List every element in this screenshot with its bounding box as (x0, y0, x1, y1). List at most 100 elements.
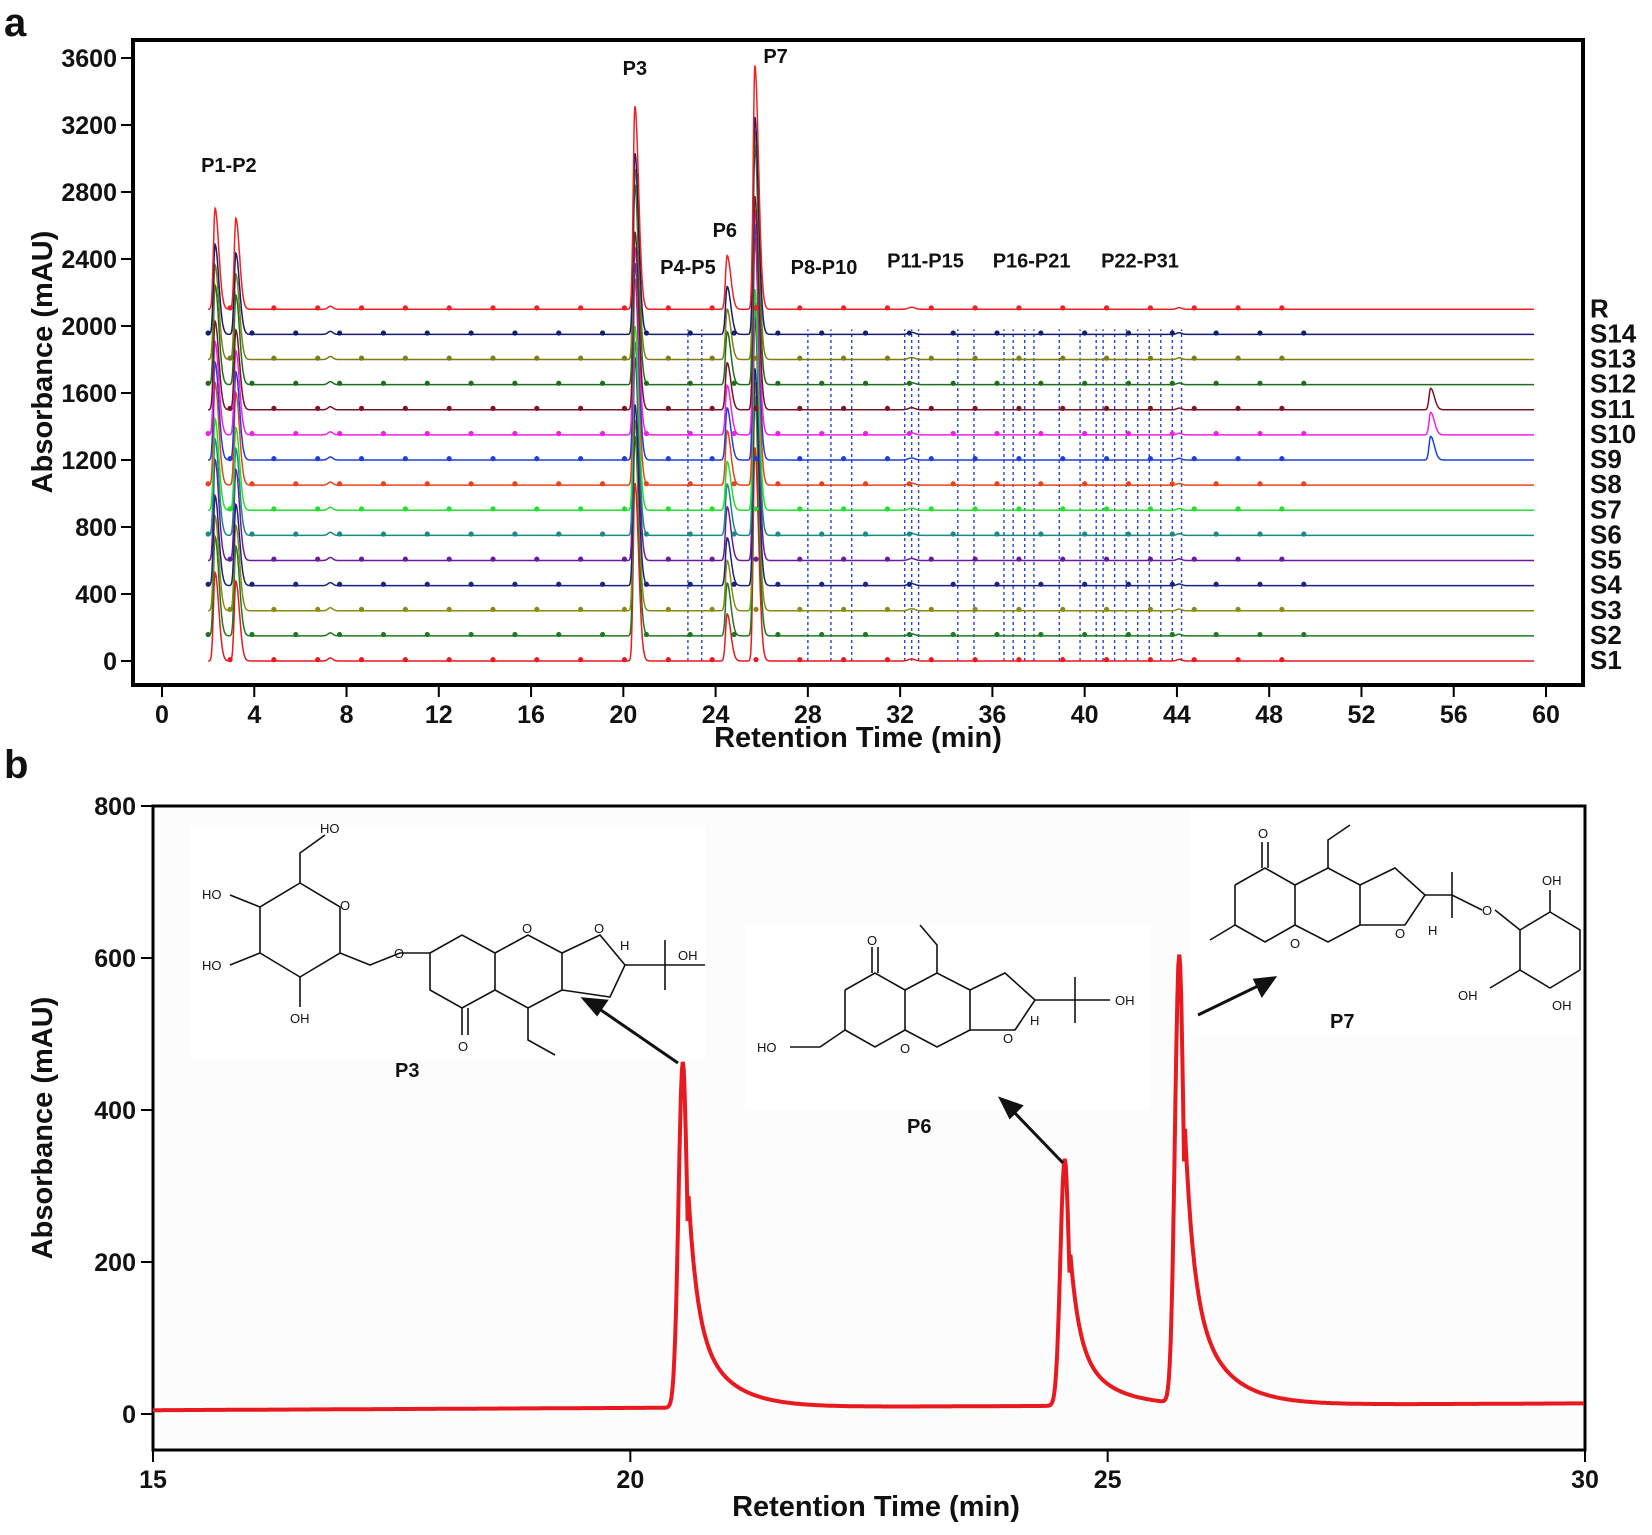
a-trace-marker (1257, 481, 1263, 487)
p3-label-o-link: O (394, 946, 404, 961)
a-trace-marker (797, 657, 803, 663)
a-trace-marker (950, 430, 956, 437)
a-trace-marker (578, 556, 584, 562)
p6-label-h: H (1030, 1013, 1039, 1028)
a-ytick-label: 800 (75, 514, 117, 542)
a-trace-marker (753, 556, 759, 562)
panel-a-xlabel: Retention Time (min) (714, 722, 1002, 754)
a-trace-marker (1082, 631, 1088, 638)
a-trace-marker (446, 556, 452, 562)
a-trace-marker (906, 330, 912, 336)
a-trace-marker (1169, 430, 1175, 437)
a-trace-marker (578, 355, 584, 361)
panel-b-frame (151, 804, 1587, 1452)
a-peak-label: P4-P5 (660, 257, 716, 279)
a-trace-marker (358, 355, 365, 361)
b-ytick-label: 800 (94, 793, 136, 821)
a-trace-marker (862, 481, 869, 487)
panel-b-xlabel: Retention Time (min) (732, 1491, 1020, 1523)
a-trace-marker (731, 481, 737, 487)
a-trace-S1 (208, 447, 1534, 663)
a-trace-marker (512, 631, 518, 638)
a-trace-marker (687, 531, 693, 537)
a-trace-marker (446, 506, 452, 512)
a-trace-marker (950, 380, 956, 386)
a-trace-marker (512, 430, 518, 437)
p6-label-o-keto: O (867, 933, 877, 948)
a-trace-S8 (205, 237, 1534, 487)
a-ytick-label: 0 (103, 648, 117, 676)
a-trace-marker (1257, 631, 1263, 638)
a-trace-marker (1082, 330, 1088, 336)
a-trace-marker (402, 506, 408, 512)
a-ytick-label: 3600 (61, 45, 117, 73)
a-trace-marker (490, 456, 496, 462)
a-trace-marker (643, 481, 650, 487)
p7-label-oh-2: OH (1552, 998, 1572, 1013)
a-trace-marker (841, 405, 847, 412)
a-trace-marker (1301, 380, 1307, 386)
a-trace-marker (227, 456, 233, 462)
a-trace-marker (293, 330, 299, 336)
a-legend-S2: S2 (1590, 620, 1622, 650)
a-trace-marker (994, 631, 1000, 638)
a-trace-marker (205, 380, 211, 386)
a-trace-marker (293, 631, 299, 638)
p3-label-ho-2: HO (202, 887, 222, 902)
p6-structure: O HO O O H OH P6 (745, 924, 1150, 1138)
a-trace-S6 (205, 302, 1534, 537)
a-trace-marker (950, 631, 956, 638)
a-trace-marker (1147, 456, 1154, 462)
a-trace-marker (380, 631, 387, 638)
a-trace-marker (337, 481, 343, 487)
a-trace-marker (1235, 506, 1241, 512)
a-trace-marker (775, 631, 781, 638)
a-trace-marker (1279, 456, 1285, 462)
a-xtick-label: 24 (702, 701, 730, 729)
a-trace-marker (556, 330, 562, 336)
a-legend-S3: S3 (1590, 595, 1622, 625)
a-trace-marker (358, 657, 365, 663)
a-trace-marker (402, 556, 408, 562)
a-trace-marker (643, 581, 650, 587)
a-trace-marker (578, 405, 584, 412)
a-trace-marker (293, 581, 299, 587)
a-trace-marker (1235, 355, 1241, 361)
a-trace-marker (972, 456, 978, 462)
p7-label-h: H (1428, 923, 1437, 938)
a-trace-marker (1279, 657, 1285, 663)
a-trace-marker (1279, 405, 1285, 412)
a-ytick-label: 400 (75, 581, 117, 609)
a-peak-label: P8-P10 (791, 257, 858, 279)
a-trace-marker (775, 581, 781, 587)
a-trace-marker (906, 380, 912, 386)
p6-label-oh: OH (1115, 993, 1135, 1008)
a-trace-marker (1235, 606, 1241, 613)
b-ytick-label: 600 (94, 945, 136, 973)
a-trace-marker (556, 430, 562, 437)
a-trace-marker (556, 481, 562, 487)
a-trace-marker (1103, 556, 1110, 562)
a-trace-marker (468, 581, 474, 587)
p7-label-oh-1: OH (1542, 873, 1562, 888)
a-trace-marker (599, 531, 606, 537)
a-trace-marker (1213, 330, 1219, 336)
a-trace-marker (1213, 481, 1219, 487)
a-trace-marker (293, 380, 299, 386)
a-trace-marker (249, 481, 255, 487)
a-trace-marker (906, 531, 912, 537)
a-trace-marker (512, 380, 518, 386)
a-legend-S11: S11 (1590, 394, 1635, 424)
a-trace-marker (665, 657, 671, 663)
p6-arrow (1010, 1108, 1065, 1165)
a-trace-marker (337, 330, 343, 336)
panel-b-ylabel: Absorbance (mAU) (27, 997, 59, 1260)
a-trace-marker (402, 405, 408, 412)
a-trace-marker (380, 330, 387, 336)
p7-compound-label: P7 (1330, 1011, 1354, 1033)
a-trace-marker (797, 456, 803, 462)
a-trace-marker (468, 481, 474, 487)
a-trace-marker (665, 355, 671, 361)
a-trace-marker (380, 481, 387, 487)
